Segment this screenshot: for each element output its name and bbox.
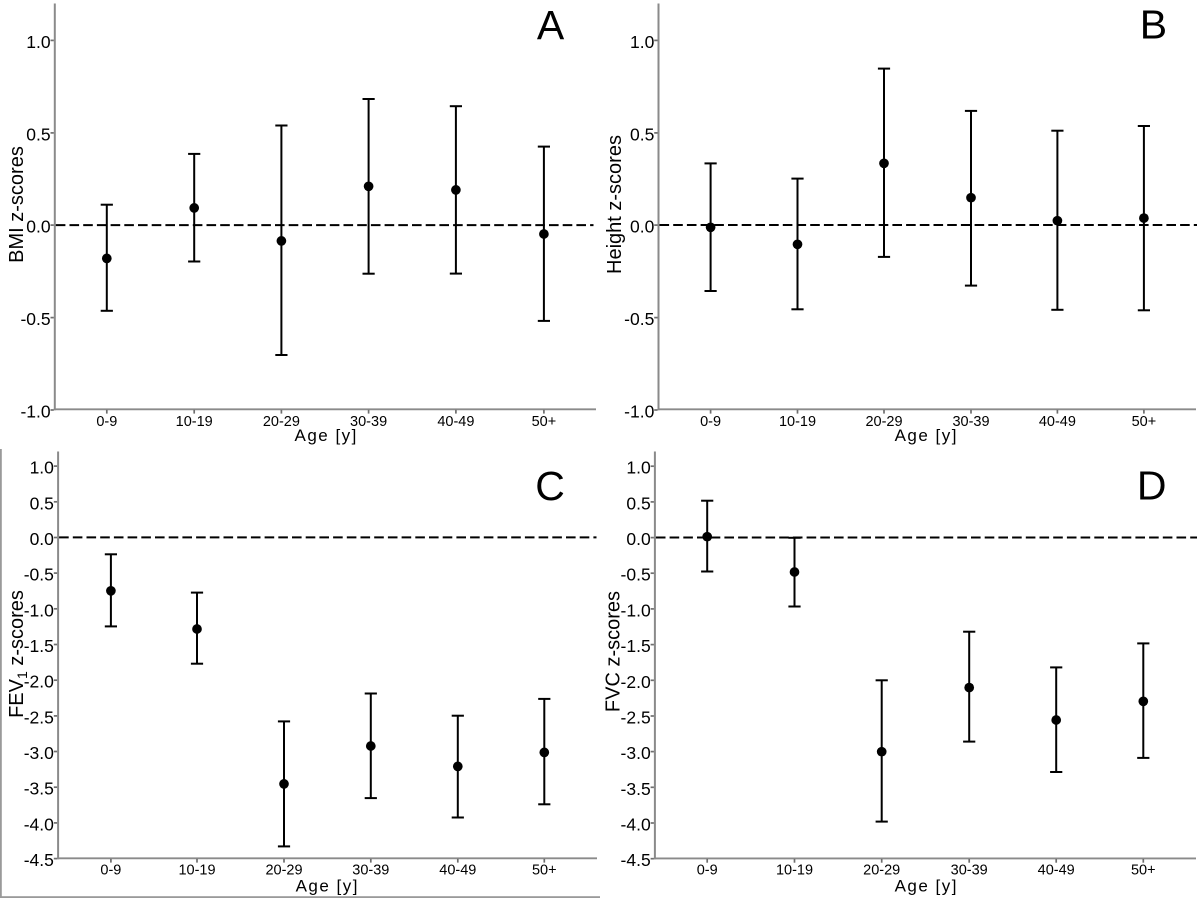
svg-text:D: D <box>1137 463 1167 509</box>
svg-text:-3.5: -3.5 <box>621 779 651 799</box>
svg-text:B: B <box>1140 2 1167 48</box>
svg-text:-4.0: -4.0 <box>621 815 651 835</box>
svg-text:20-29: 20-29 <box>265 862 302 878</box>
svg-text:-2.0: -2.0 <box>24 672 54 692</box>
svg-text:0.5: 0.5 <box>30 493 54 513</box>
svg-text:BMI z-scores: BMI z-scores <box>6 146 28 263</box>
svg-text:30-39: 30-39 <box>352 862 389 878</box>
svg-text:-4.5: -4.5 <box>24 850 54 870</box>
svg-text:1.0: 1.0 <box>26 32 51 52</box>
svg-text:20-29: 20-29 <box>263 414 300 430</box>
svg-text:40-49: 40-49 <box>1039 414 1076 430</box>
svg-text:50+: 50+ <box>1132 414 1157 430</box>
svg-text:0-9: 0-9 <box>697 862 718 878</box>
svg-text:0-9: 0-9 <box>700 414 721 430</box>
svg-text:0.5: 0.5 <box>26 124 50 144</box>
svg-text:20-29: 20-29 <box>863 862 900 878</box>
svg-text:C: C <box>535 463 565 509</box>
svg-text:40-49: 40-49 <box>439 862 476 878</box>
svg-text:-3.0: -3.0 <box>621 743 651 763</box>
svg-text:0.5: 0.5 <box>626 493 650 513</box>
svg-text:-1.0: -1.0 <box>24 600 54 620</box>
svg-text:-2.0: -2.0 <box>621 672 651 692</box>
svg-text:30-39: 30-39 <box>951 862 988 878</box>
svg-text:Age [y]: Age [y] <box>296 877 359 896</box>
svg-text:0.5: 0.5 <box>630 124 654 144</box>
svg-text:-1.0: -1.0 <box>621 600 651 620</box>
svg-text:-3.0: -3.0 <box>24 743 54 763</box>
svg-text:30-39: 30-39 <box>952 414 989 430</box>
svg-text:50+: 50+ <box>532 862 557 878</box>
svg-text:0-9: 0-9 <box>96 414 117 430</box>
svg-text:10-19: 10-19 <box>176 414 213 430</box>
svg-text:50+: 50+ <box>1131 862 1156 878</box>
svg-text:-0.5: -0.5 <box>24 565 54 585</box>
svg-text:30-39: 30-39 <box>350 414 387 430</box>
svg-text:FVC z-scores: FVC z-scores <box>603 591 625 712</box>
svg-text:-1.5: -1.5 <box>621 636 651 656</box>
svg-text:0-9: 0-9 <box>100 862 121 878</box>
svg-text:Age [y]: Age [y] <box>294 426 357 445</box>
svg-text:10-19: 10-19 <box>178 862 215 878</box>
svg-text:0.0: 0.0 <box>30 529 55 549</box>
svg-text:Age [y]: Age [y] <box>895 426 958 445</box>
svg-text:40-49: 40-49 <box>437 414 474 430</box>
svg-text:-4.5: -4.5 <box>621 850 651 870</box>
svg-text:1.0: 1.0 <box>630 32 655 52</box>
svg-text:0.0: 0.0 <box>630 217 655 237</box>
svg-text:-0.5: -0.5 <box>624 309 654 329</box>
svg-text:-1.5: -1.5 <box>24 636 54 656</box>
svg-text:A: A <box>537 2 565 48</box>
svg-text:-2.5: -2.5 <box>621 708 651 728</box>
svg-text:Height z-scores: Height z-scores <box>604 135 626 274</box>
svg-text:1.0: 1.0 <box>30 458 55 478</box>
svg-text:-2.5: -2.5 <box>24 707 54 727</box>
svg-text:-1.0: -1.0 <box>20 402 50 422</box>
svg-text:FEV1 z-scores: FEV1 z-scores <box>6 590 30 718</box>
svg-text:-0.5: -0.5 <box>20 309 50 329</box>
svg-text:50+: 50+ <box>532 414 557 430</box>
svg-text:0.0: 0.0 <box>26 217 51 237</box>
svg-text:-1.0: -1.0 <box>624 402 654 422</box>
svg-text:1.0: 1.0 <box>626 458 651 478</box>
svg-text:-3.5: -3.5 <box>24 779 54 799</box>
svg-text:Age [y]: Age [y] <box>895 877 958 896</box>
svg-text:40-49: 40-49 <box>1038 862 1075 878</box>
svg-text:20-29: 20-29 <box>865 414 902 430</box>
svg-text:10-19: 10-19 <box>779 414 816 430</box>
svg-text:-4.0: -4.0 <box>24 814 54 834</box>
svg-text:-0.5: -0.5 <box>621 565 651 585</box>
svg-text:10-19: 10-19 <box>776 862 813 878</box>
svg-text:0.0: 0.0 <box>626 529 651 549</box>
